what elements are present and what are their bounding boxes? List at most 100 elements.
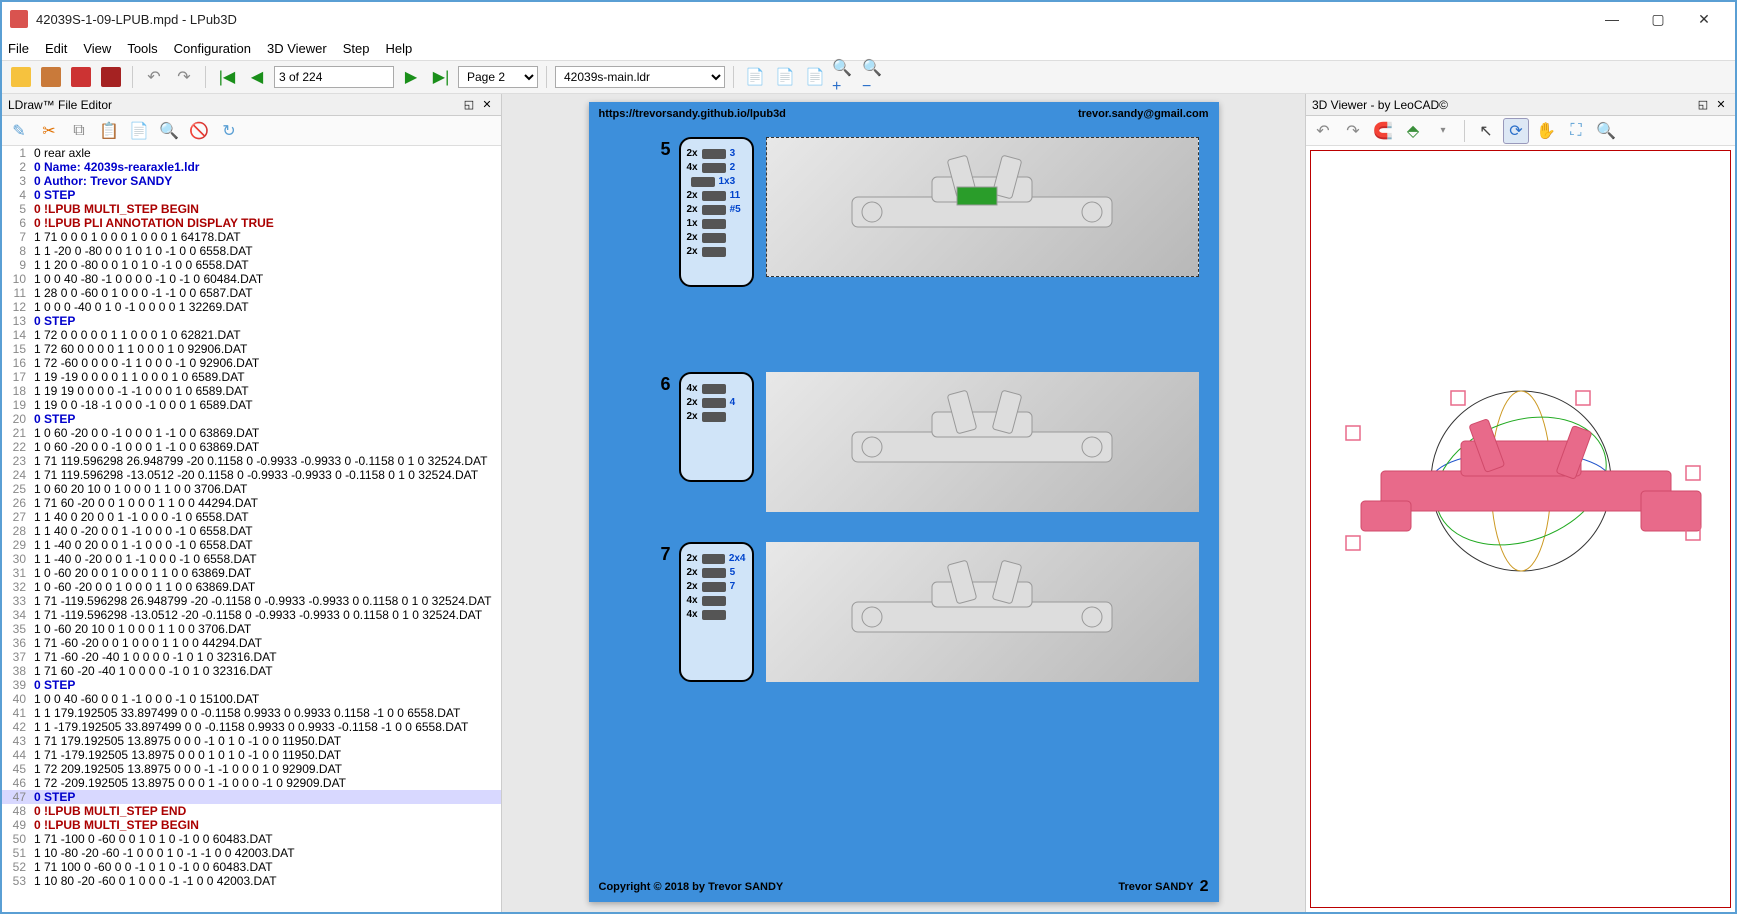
- code-line[interactable]: 141 72 0 0 0 0 0 1 1 0 0 0 1 0 62821.DAT: [2, 328, 501, 342]
- instruction-page[interactable]: https://trevorsandy.github.io/lpub3d tre…: [589, 102, 1219, 902]
- code-line[interactable]: 20 Name: 42039s-rearaxle1.ldr: [2, 160, 501, 174]
- code-line[interactable]: 151 72 60 0 0 0 0 1 1 0 0 0 1 0 92906.DA…: [2, 342, 501, 356]
- code-line[interactable]: 10 rear axle: [2, 146, 501, 160]
- redo-icon[interactable]: ↷: [171, 64, 197, 90]
- zoom-out-icon[interactable]: 🔍−: [862, 64, 888, 90]
- code-line[interactable]: 181 19 19 0 0 0 0 -1 -1 0 0 0 1 0 6589.D…: [2, 384, 501, 398]
- copy-icon[interactable]: ⧉: [66, 118, 92, 144]
- code-line[interactable]: 191 19 0 0 -18 -1 0 0 0 -1 0 0 0 1 6589.…: [2, 398, 501, 412]
- first-page-icon[interactable]: |◀: [214, 64, 240, 90]
- code-line[interactable]: 40 STEP: [2, 188, 501, 202]
- page-select[interactable]: Page 2: [458, 66, 538, 88]
- 3d-viewport[interactable]: [1310, 150, 1731, 908]
- menu-step[interactable]: Step: [343, 41, 370, 56]
- refresh-icon[interactable]: ↻: [216, 118, 242, 144]
- dropdown-icon[interactable]: ▾: [1430, 118, 1456, 144]
- zoom-in-icon[interactable]: 🔍+: [832, 64, 858, 90]
- close-button[interactable]: ✕: [1681, 4, 1727, 34]
- edit-icon[interactable]: ✎: [6, 118, 32, 144]
- undock-3d-icon[interactable]: ◱: [1695, 97, 1711, 113]
- magnet-icon[interactable]: 🧲: [1370, 118, 1396, 144]
- code-line[interactable]: 480 !LPUB MULTI_STEP END: [2, 804, 501, 818]
- code-line[interactable]: 451 72 209.192505 13.8975 0 0 0 -1 -1 0 …: [2, 762, 501, 776]
- menu-help[interactable]: Help: [385, 41, 412, 56]
- code-line[interactable]: 490 !LPUB MULTI_STEP BEGIN: [2, 818, 501, 832]
- code-line[interactable]: 531 10 80 -20 -60 0 1 0 0 0 -1 -1 0 0 42…: [2, 874, 501, 888]
- code-line[interactable]: 200 STEP: [2, 412, 501, 426]
- file-select[interactable]: 42039s-main.ldr: [555, 66, 725, 88]
- search-icon[interactable]: 🔍: [156, 118, 182, 144]
- code-line[interactable]: 261 71 60 -20 0 0 1 0 0 0 1 1 0 0 44294.…: [2, 496, 501, 510]
- code-line[interactable]: 241 71 119.596298 -13.0512 -20 0.1158 0 …: [2, 468, 501, 482]
- code-line[interactable]: 71 71 0 0 0 1 0 0 0 1 0 0 0 1 64178.DAT: [2, 230, 501, 244]
- menu-tools[interactable]: Tools: [127, 41, 157, 56]
- code-line[interactable]: 251 0 60 20 10 0 1 0 0 0 1 1 0 0 3706.DA…: [2, 482, 501, 496]
- menu-view[interactable]: View: [83, 41, 111, 56]
- code-line[interactable]: 501 71 -100 0 -60 0 0 1 0 1 0 -1 0 0 604…: [2, 832, 501, 846]
- last-page-icon[interactable]: ▶|: [428, 64, 454, 90]
- code-line[interactable]: 381 71 60 -20 -40 1 0 0 0 0 -1 0 1 0 323…: [2, 664, 501, 678]
- maximize-button[interactable]: ▢: [1635, 4, 1681, 34]
- close-3d-icon[interactable]: ✕: [1713, 97, 1729, 113]
- code-line[interactable]: 211 0 60 -20 0 0 -1 0 0 0 1 -1 0 0 63869…: [2, 426, 501, 440]
- code-line[interactable]: 291 1 -40 0 20 0 0 1 -1 0 0 0 -1 0 6558.…: [2, 538, 501, 552]
- code-line[interactable]: 331 71 -119.596298 26.948799 -20 -0.1158…: [2, 594, 501, 608]
- code-line[interactable]: 401 0 0 40 -60 0 0 1 -1 0 0 0 -1 0 15100…: [2, 692, 501, 706]
- minimize-button[interactable]: —: [1589, 4, 1635, 34]
- menu-3d-viewer[interactable]: 3D Viewer: [267, 41, 327, 56]
- next-page-icon[interactable]: ▶: [398, 64, 424, 90]
- menu-file[interactable]: File: [8, 41, 29, 56]
- code-line[interactable]: 161 72 -60 0 0 0 0 -1 1 0 0 0 -1 0 92906…: [2, 356, 501, 370]
- code-line[interactable]: 311 0 -60 20 0 0 1 0 0 0 1 1 0 0 63869.D…: [2, 566, 501, 580]
- code-line[interactable]: 60 !LPUB PLI ANNOTATION DISPLAY TRUE: [2, 216, 501, 230]
- code-line[interactable]: 321 0 -60 -20 0 0 1 0 0 0 1 1 0 0 63869.…: [2, 580, 501, 594]
- code-line[interactable]: 50 !LPUB MULTI_STEP BEGIN: [2, 202, 501, 216]
- code-line[interactable]: 121 0 0 0 -40 0 1 0 -1 0 0 0 0 1 32269.D…: [2, 300, 501, 314]
- undo-3d-icon[interactable]: ↶: [1310, 118, 1336, 144]
- code-line[interactable]: 511 10 -80 -20 -60 -1 0 0 0 1 0 -1 -1 0 …: [2, 846, 501, 860]
- page-number-input[interactable]: [274, 66, 394, 88]
- pan-icon[interactable]: ✋: [1533, 118, 1559, 144]
- redo-3d-icon[interactable]: ↷: [1340, 118, 1366, 144]
- code-line[interactable]: 431 71 179.192505 13.8975 0 0 0 -1 0 1 0…: [2, 734, 501, 748]
- code-line[interactable]: 231 71 119.596298 26.948799 -20 0.1158 0…: [2, 454, 501, 468]
- code-line[interactable]: 461 72 -209.192505 13.8975 0 0 0 1 -1 0 …: [2, 776, 501, 790]
- code-line[interactable]: 111 28 0 0 -60 0 1 0 0 0 -1 -1 0 0 6587.…: [2, 286, 501, 300]
- code-line[interactable]: 81 1 -20 0 -80 0 0 1 0 1 0 -1 0 0 6558.D…: [2, 244, 501, 258]
- open-icon[interactable]: [8, 64, 34, 90]
- paste-icon[interactable]: 📋: [96, 118, 122, 144]
- nosign-icon[interactable]: 🚫: [186, 118, 212, 144]
- fit-icon[interactable]: ⛶: [1563, 118, 1589, 144]
- pdf-alt-icon[interactable]: [98, 64, 124, 90]
- code-line[interactable]: 441 71 -179.192505 13.8975 0 0 0 1 0 1 0…: [2, 748, 501, 762]
- export-icon[interactable]: [38, 64, 64, 90]
- code-line[interactable]: 361 71 -60 -20 0 0 1 0 0 0 1 1 0 0 44294…: [2, 636, 501, 650]
- cube-icon[interactable]: ⬘: [1400, 118, 1426, 144]
- find-icon[interactable]: 📄: [126, 118, 152, 144]
- code-line[interactable]: 101 0 0 40 -80 -1 0 0 0 0 -1 0 -1 0 6048…: [2, 272, 501, 286]
- menu-configuration[interactable]: Configuration: [174, 41, 251, 56]
- code-line[interactable]: 91 1 20 0 -80 0 0 1 0 1 0 -1 0 0 6558.DA…: [2, 258, 501, 272]
- doc1-icon[interactable]: 📄: [742, 64, 768, 90]
- rotate-icon[interactable]: ⟳: [1503, 118, 1529, 144]
- code-line[interactable]: 390 STEP: [2, 678, 501, 692]
- code-line[interactable]: 341 71 -119.596298 -13.0512 -20 -0.1158 …: [2, 608, 501, 622]
- undo-icon[interactable]: ↶: [141, 64, 167, 90]
- code-line[interactable]: 30 Author: Trevor SANDY: [2, 174, 501, 188]
- doc3-icon[interactable]: 📄: [802, 64, 828, 90]
- pdf-icon[interactable]: [68, 64, 94, 90]
- close-panel-icon[interactable]: ✕: [479, 97, 495, 113]
- code-line[interactable]: 411 1 179.192505 33.897499 0 0 -0.1158 0…: [2, 706, 501, 720]
- code-line[interactable]: 271 1 40 0 20 0 0 1 -1 0 0 0 -1 0 6558.D…: [2, 510, 501, 524]
- code-line[interactable]: 281 1 40 0 -20 0 0 1 -1 0 0 0 -1 0 6558.…: [2, 524, 501, 538]
- code-editor[interactable]: 10 rear axle20 Name: 42039s-rearaxle1.ld…: [2, 146, 501, 912]
- code-line[interactable]: 301 1 -40 0 -20 0 0 1 -1 0 0 0 -1 0 6558…: [2, 552, 501, 566]
- select-icon[interactable]: ↖: [1473, 118, 1499, 144]
- code-line[interactable]: 521 71 100 0 -60 0 0 -1 0 1 0 -1 0 0 604…: [2, 860, 501, 874]
- code-line[interactable]: 371 71 -60 -20 -40 1 0 0 0 0 -1 0 1 0 32…: [2, 650, 501, 664]
- zoom-3d-icon[interactable]: 🔍: [1593, 118, 1619, 144]
- prev-page-icon[interactable]: ◀: [244, 64, 270, 90]
- cut-icon[interactable]: ✂: [36, 118, 62, 144]
- code-line[interactable]: 421 1 -179.192505 33.897499 0 0 -0.1158 …: [2, 720, 501, 734]
- doc2-icon[interactable]: 📄: [772, 64, 798, 90]
